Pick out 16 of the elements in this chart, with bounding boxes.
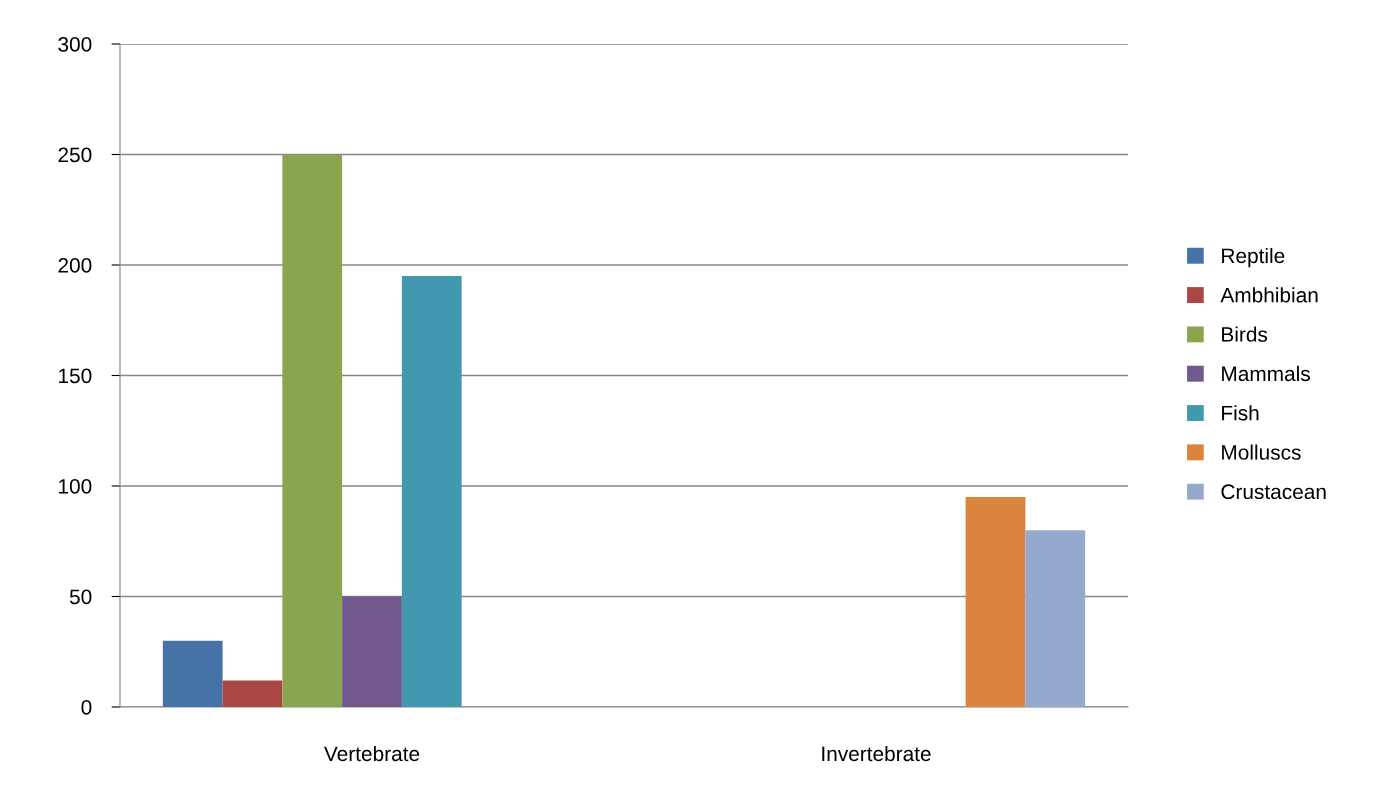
legend-label: Fish [1222, 405, 1259, 421]
y-tick-label: 200 [58, 258, 92, 273]
legend-label: Reptile [1222, 247, 1285, 268]
y-tick-label: 50 [69, 589, 92, 605]
y-tick-label: 300 [58, 37, 92, 52]
y-tick-label: 100 [59, 479, 92, 494]
legend-label: Birds [1222, 326, 1268, 342]
legend-label: Mammals [1222, 365, 1310, 382]
y-tick-label: 150 [59, 368, 92, 384]
x-tick-label: Vertebrate [324, 745, 420, 762]
legend-label: Molluscs [1222, 444, 1301, 460]
x-tick-label: Invertebrate [822, 745, 931, 762]
legend-label: Crustacean [1221, 484, 1326, 500]
y-tick-label: 250 [58, 147, 92, 163]
legend-label: Ambhibian [1220, 287, 1318, 303]
y-tick-label: 0 [81, 700, 92, 715]
